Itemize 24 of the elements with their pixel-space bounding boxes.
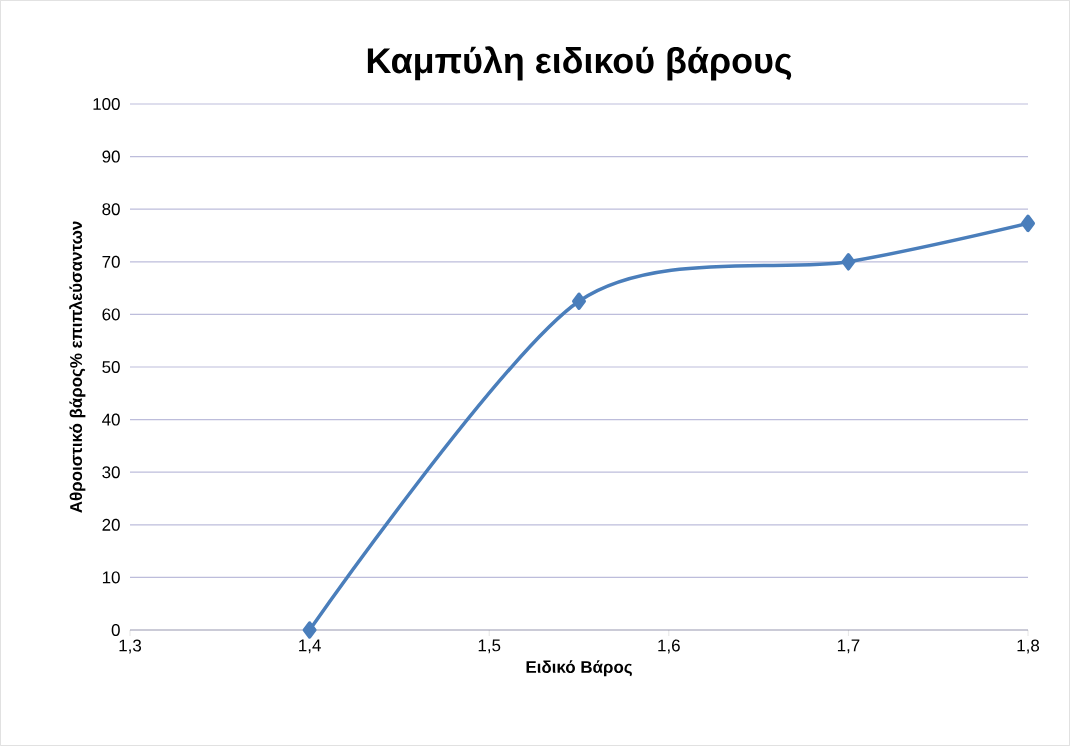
x-axis-title: Ειδικό Βάρος <box>526 660 632 677</box>
y-tick-label: 80 <box>102 203 120 216</box>
y-tick-label: 100 <box>93 98 120 110</box>
x-tick-label: 1,4 <box>299 639 321 654</box>
y-tick-label: 20 <box>102 518 120 531</box>
point <box>841 253 856 271</box>
y-tick-label: 10 <box>102 571 120 584</box>
x-tick-label: 1,5 <box>478 639 501 654</box>
point <box>302 621 317 639</box>
x-tick-label: 1,3 <box>119 639 142 654</box>
x-tick-label: 1,7 <box>837 639 860 654</box>
y-tick-label: 30 <box>102 466 120 479</box>
y-tick-label: 70 <box>102 255 120 268</box>
x-tick-label: 1,8 <box>1017 639 1040 654</box>
y-axis-title: Αθροιστικό βάρος% επιπλεύσαντων <box>69 221 86 513</box>
point <box>572 292 587 310</box>
y-tick-label: 40 <box>102 413 120 426</box>
y-tick-label: 60 <box>102 308 120 321</box>
y-tick-label: 0 <box>111 624 120 636</box>
point <box>1021 214 1036 233</box>
y-tick-label: 90 <box>102 150 120 163</box>
chart-title: Καμπύλη ειδικού βάρους <box>367 46 792 81</box>
y-tick-label: 50 <box>102 361 120 373</box>
x-tick-label: 1,6 <box>658 639 680 654</box>
